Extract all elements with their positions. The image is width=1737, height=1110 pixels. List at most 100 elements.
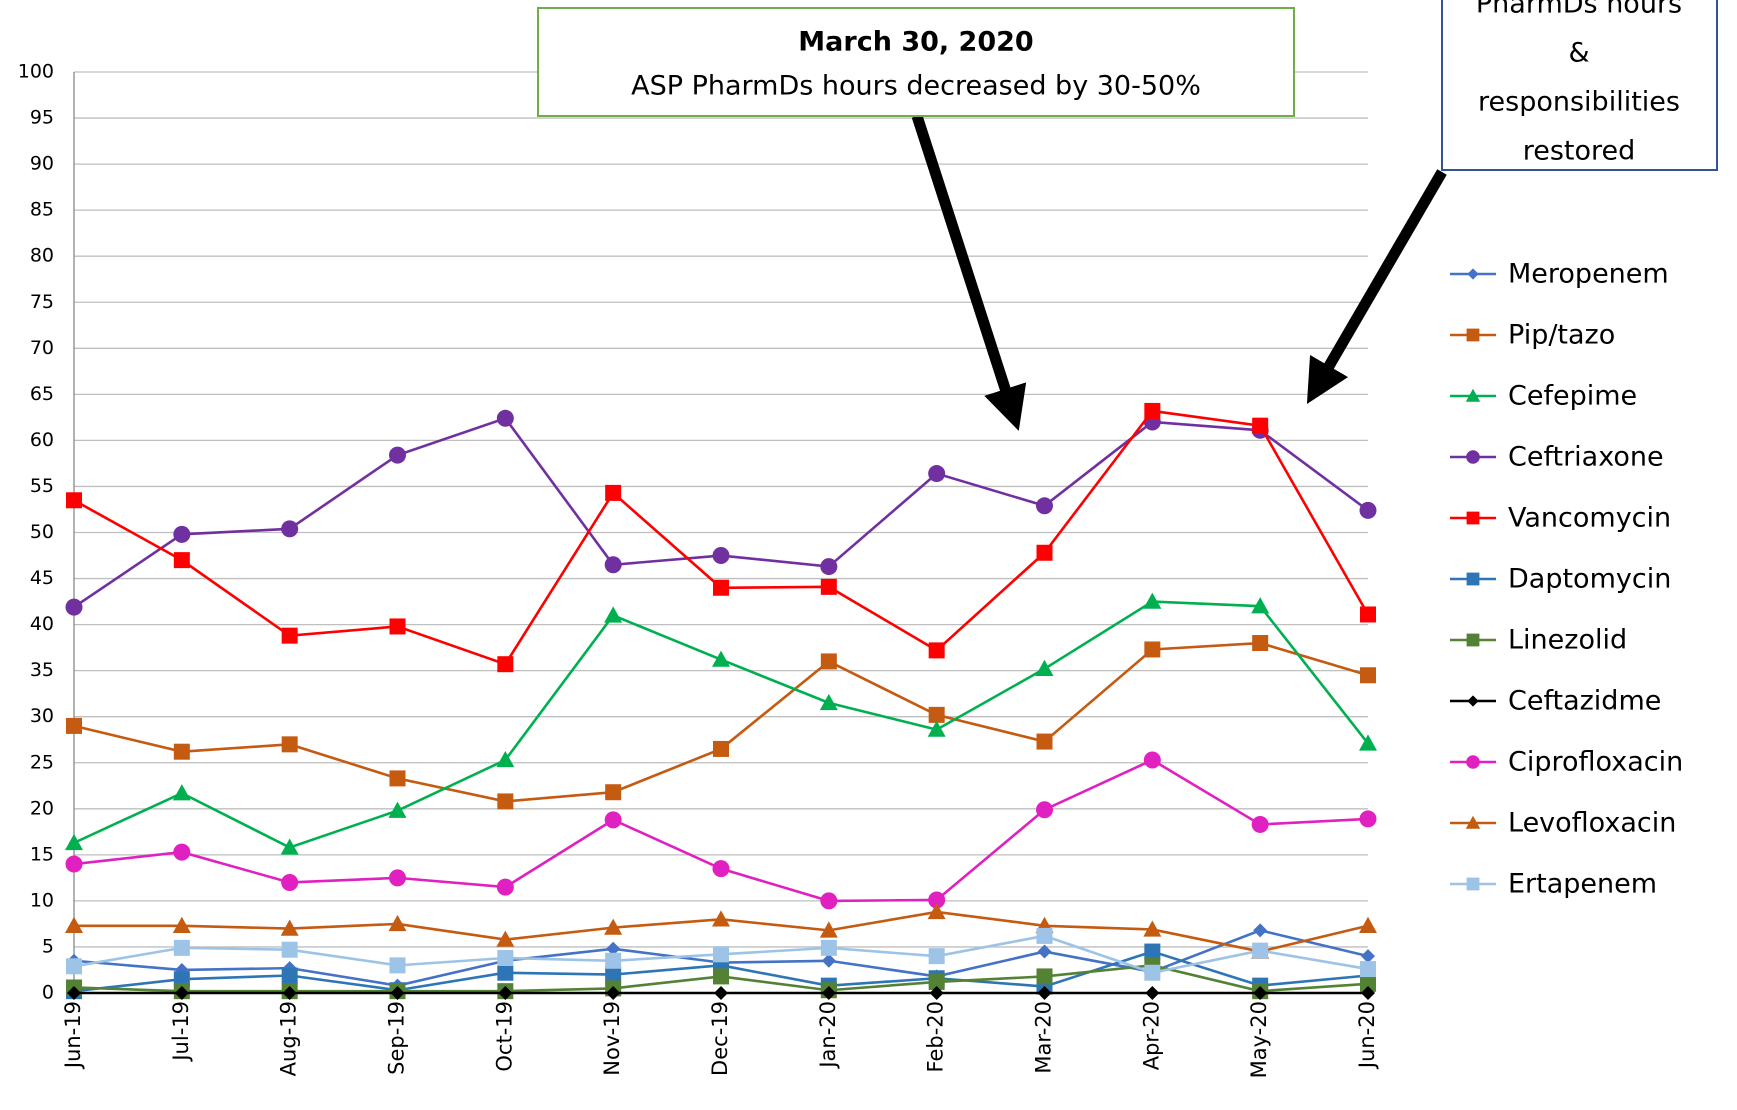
- legend-marker: [1465, 815, 1481, 829]
- marker: [388, 801, 407, 818]
- marker: [1251, 815, 1269, 833]
- marker: [1252, 942, 1269, 959]
- marker: [1036, 927, 1053, 944]
- legend-label: Daptomycin: [1508, 564, 1671, 595]
- marker: [1359, 734, 1377, 751]
- marker: [497, 950, 514, 967]
- plot: [65, 402, 1377, 1000]
- marker: [820, 892, 838, 910]
- legend-label: Vancomycin: [1508, 503, 1671, 534]
- marker: [819, 693, 838, 711]
- y-tick-label: 35: [30, 659, 54, 681]
- y-tick-label: 60: [30, 429, 54, 451]
- legend-label: Ciprofloxacin: [1508, 747, 1683, 778]
- marker: [389, 770, 406, 787]
- y-tick-label: 30: [30, 705, 54, 727]
- y-tick-label: 70: [30, 337, 54, 359]
- y-tick-label: 90: [30, 153, 54, 175]
- marker: [281, 873, 299, 891]
- marker: [605, 484, 622, 501]
- marker: [281, 520, 299, 538]
- legend-label: Meropenem: [1508, 259, 1669, 290]
- x-tick-label: Jan-20: [816, 1001, 840, 1070]
- marker: [389, 618, 406, 635]
- y-tick-label: 45: [30, 567, 54, 589]
- marker: [498, 986, 513, 1000]
- marker: [606, 986, 621, 1000]
- legend-marker: [1466, 572, 1480, 586]
- marker: [712, 650, 730, 667]
- marker: [820, 578, 837, 595]
- y-tick-label: 40: [30, 613, 54, 635]
- x-tick-label: May-20: [1247, 1001, 1271, 1078]
- arrow: [911, 114, 1027, 431]
- x-tick-label: Dec-19: [708, 1001, 732, 1076]
- annotation-title: March 30, 2020: [798, 27, 1033, 58]
- y-tick-label: 5: [42, 935, 54, 957]
- annotation-text: responsibilities: [1478, 87, 1680, 118]
- marker: [712, 860, 730, 878]
- marker: [1143, 751, 1161, 769]
- marker: [604, 556, 622, 574]
- marker: [820, 558, 838, 576]
- x-tick-label: Nov-19: [600, 1001, 624, 1076]
- x-tick-label: Jun-19: [61, 1001, 85, 1070]
- legend-label: Ceftazidme: [1508, 686, 1661, 717]
- marker: [1144, 402, 1161, 419]
- annotation: PharmDs hours & responsibilities restored: [1476, 0, 1682, 167]
- legend-label: Linezolid: [1508, 625, 1627, 656]
- marker: [928, 706, 945, 723]
- legend-marker: [1466, 328, 1480, 342]
- marker: [604, 606, 623, 623]
- marker: [281, 627, 298, 644]
- marker: [928, 973, 945, 990]
- marker: [172, 916, 191, 933]
- legend-marker: [1467, 695, 1479, 707]
- annotation-box: [537, 7, 1295, 117]
- x-tick-label: Jun-20: [1355, 1001, 1379, 1070]
- marker: [1253, 923, 1268, 938]
- marker: [1360, 606, 1376, 623]
- x-tick-label: Jul-19: [169, 1001, 193, 1063]
- marker: [65, 855, 83, 873]
- legend-label: Pip/tazo: [1508, 320, 1615, 351]
- legend-marker: [1466, 511, 1480, 525]
- y-tick-label: 10: [30, 889, 54, 911]
- legend-label: Ertapenem: [1508, 869, 1657, 900]
- legend-marker: [1466, 633, 1480, 647]
- marker: [1143, 592, 1162, 609]
- marker: [1361, 949, 1375, 964]
- marker: [1359, 810, 1377, 828]
- annotation-text: restored: [1523, 136, 1636, 167]
- marker: [1144, 641, 1161, 658]
- series-line: [73, 758, 1369, 903]
- marker: [65, 598, 83, 616]
- marker: [928, 465, 946, 483]
- marker: [173, 843, 191, 861]
- marker: [173, 743, 190, 760]
- marker: [819, 921, 838, 938]
- series-line: [73, 600, 1370, 849]
- marker: [496, 930, 515, 947]
- y-tick-label: 85: [30, 199, 54, 221]
- x-tick-label: Aug-19: [277, 1001, 301, 1076]
- x-tick-label: Oct-19: [492, 1001, 516, 1072]
- y-tick-label: 25: [30, 751, 54, 773]
- marker: [390, 986, 405, 1000]
- marker: [281, 967, 298, 984]
- marker: [1035, 659, 1054, 677]
- marker: [606, 941, 621, 956]
- marker: [1036, 801, 1053, 819]
- annotation-text: ASP PharmDs hours decreased by 30-50%: [631, 71, 1201, 102]
- marker: [927, 902, 946, 920]
- marker: [1036, 497, 1053, 515]
- marker: [497, 656, 514, 673]
- marker: [1251, 597, 1270, 614]
- marker: [67, 986, 81, 1000]
- x-tick-label: Mar-20: [1032, 1001, 1056, 1074]
- y-tick-label: 80: [30, 245, 54, 267]
- marker: [389, 957, 406, 974]
- marker: [1036, 733, 1053, 750]
- marker: [928, 948, 945, 965]
- y-tick-label: 0: [42, 982, 54, 1004]
